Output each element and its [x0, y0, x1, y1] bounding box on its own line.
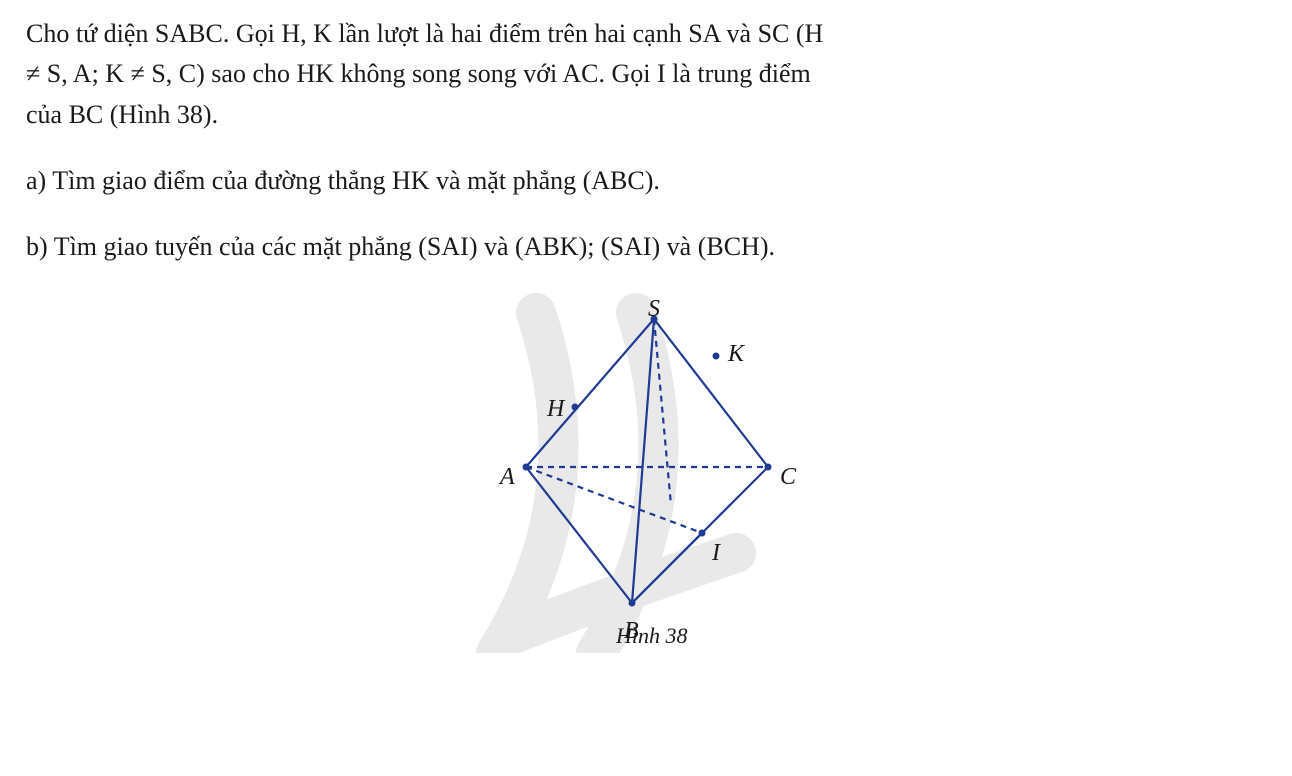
problem-line-3: của BC (Hình 38).	[26, 100, 218, 129]
vertex-label-a: A	[500, 465, 515, 489]
problem-line-1: Cho tứ diện SABC. Gọi H, K lần lượt là h…	[26, 19, 823, 48]
vertex-label-c: C	[780, 465, 796, 489]
figure-38: SKHACIBHình 38	[456, 293, 836, 653]
problem-line-2: ≠ S, A; K ≠ S, C) sao cho HK không song …	[26, 59, 811, 88]
vertex-label-i: I	[712, 541, 720, 565]
vertex-label-k: K	[728, 342, 744, 366]
figure-caption: Hình 38	[616, 623, 688, 649]
vertex-label-s: S	[648, 297, 660, 321]
problem-paragraph-1: Cho tứ diện SABC. Gọi H, K lần lượt là h…	[26, 14, 1266, 135]
question-b: b) Tìm giao tuyến của các mặt phẳng (SAI…	[26, 227, 1266, 267]
page: Cho tứ diện SABC. Gọi H, K lần lượt là h…	[0, 0, 1292, 673]
question-a: a) Tìm giao điểm của đường thẳng HK và m…	[26, 161, 1266, 201]
figure-container: SKHACIBHình 38	[26, 293, 1266, 653]
vertex-label-h: H	[547, 397, 564, 421]
